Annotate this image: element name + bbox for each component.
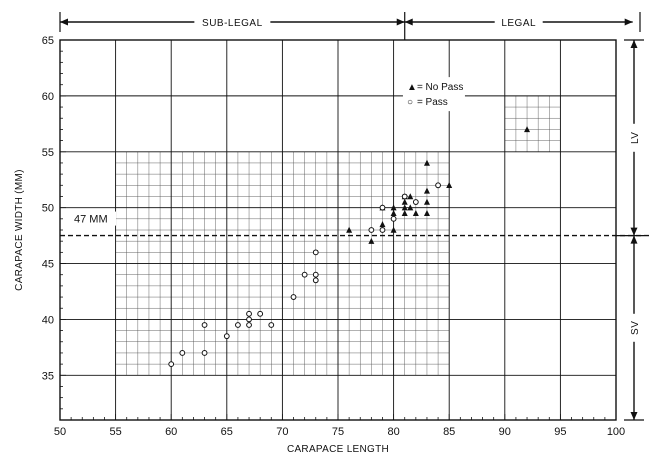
y-tick-label: 35: [42, 370, 54, 382]
no-pass-point: [401, 204, 408, 211]
pass-point: [246, 322, 252, 328]
sub-legal-arrow-right: [396, 18, 405, 26]
x-tick-label: 75: [332, 426, 344, 438]
pass-point: [223, 333, 230, 340]
pass-point: [246, 310, 252, 317]
no-pass-point: [423, 198, 430, 205]
y-tick-label: 60: [42, 91, 54, 103]
legal-label-bg: [494, 15, 543, 29]
sub-legal-arrow-left: [60, 18, 68, 26]
pass-point: [301, 271, 308, 278]
sv-label-bg: [627, 313, 641, 342]
y-tick-label: 65: [42, 35, 54, 47]
pass-point: [201, 350, 208, 356]
pass-point: [401, 193, 408, 200]
x-tick-label: 50: [54, 426, 66, 438]
no-pass-point: [368, 237, 375, 244]
no-pass-point: [524, 126, 531, 133]
pass-point: [246, 316, 252, 323]
x-tick-label: 60: [165, 426, 177, 438]
no-pass-point: [390, 226, 397, 233]
legal-arrow-left: [404, 18, 413, 26]
no-pass-point: [423, 209, 430, 216]
no-pass-point: [401, 198, 408, 205]
no-pass-point: [346, 226, 353, 233]
y-tick-label: 40: [42, 314, 54, 326]
pass-point: [312, 249, 319, 256]
y-tick-label: 55: [42, 147, 54, 159]
lv-label-bg: [627, 123, 641, 152]
data-points: [168, 126, 531, 368]
threshold-line-group: 47 MM: [60, 211, 650, 237]
lv-arrow-top: [630, 40, 638, 48]
x-axis-ticks: 50 55 60 65 70 75 80 85 90 95 100: [54, 414, 625, 438]
pass-point: [412, 199, 419, 205]
y-axis-ticks: 35 40 45 50 55 60 65: [42, 35, 66, 421]
pass-point: [390, 215, 397, 222]
sv-arrow-top: [630, 235, 638, 244]
y-tick-label: 45: [42, 259, 54, 271]
pass-point: [435, 182, 441, 189]
legend-box: [402, 77, 465, 112]
no-pass-point: [423, 159, 430, 166]
legend-marker-pass: ○: [407, 97, 413, 108]
threshold-label: 47 MM: [74, 214, 108, 226]
no-pass-point: [407, 193, 414, 200]
sv-arrow-bottom: [630, 412, 638, 420]
x-tick-label: 90: [499, 426, 511, 438]
pass-point: [168, 361, 175, 368]
sv-label: SV: [630, 321, 641, 335]
no-pass-point: [390, 204, 397, 211]
sub-legal-label: SUB-LEGAL: [202, 18, 263, 29]
legend-label-pass: = Pass: [417, 97, 448, 108]
x-tick-label: 70: [276, 426, 288, 438]
x-axis-title: CARAPACE LENGTH: [287, 444, 389, 455]
pass-point: [179, 350, 186, 356]
pass-point: [312, 277, 319, 284]
x-tick-label: 65: [221, 426, 233, 438]
legend-label-no-pass: = No Pass: [417, 82, 463, 93]
legend: ▲ = No Pass ○ = Pass: [402, 77, 465, 112]
lv-label: LV: [630, 132, 641, 145]
right-bands: LV SV: [616, 39, 644, 421]
x-tick-label: 85: [443, 426, 455, 438]
pass-point: [268, 322, 275, 328]
pass-point: [379, 227, 386, 233]
pass-point: [290, 294, 297, 300]
no-pass-point: [407, 204, 414, 211]
no-pass-point: [401, 209, 408, 216]
y-axis-title: CARAPACE WIDTH (MM): [14, 169, 25, 291]
no-pass-point: [446, 182, 453, 189]
pass-point: [235, 322, 241, 328]
x-tick-label: 80: [387, 426, 399, 438]
pass-point: [368, 227, 375, 233]
pass-point: [257, 310, 264, 317]
no-pass-point: [423, 187, 430, 194]
no-pass-point: [379, 221, 386, 228]
x-tick-label: 100: [607, 426, 625, 438]
lv-arrow-bottom: [630, 227, 638, 236]
pass-point: [201, 322, 208, 328]
legal-label: LEGAL: [501, 18, 536, 29]
pass-point: [312, 271, 319, 278]
top-bands: SUB-LEGAL LEGAL: [59, 12, 641, 40]
y-tick-label: 50: [42, 203, 54, 215]
threshold-label-bg: [70, 211, 116, 226]
no-pass-point: [412, 209, 419, 216]
sub-legal-label-bg: [194, 15, 271, 29]
x-tick-label: 55: [109, 426, 121, 438]
legal-arrow-right: [624, 18, 633, 26]
pass-point: [379, 204, 386, 211]
legend-marker-no-pass: ▲: [407, 82, 417, 93]
x-tick-label: 95: [554, 426, 566, 438]
no-pass-point: [390, 209, 397, 216]
